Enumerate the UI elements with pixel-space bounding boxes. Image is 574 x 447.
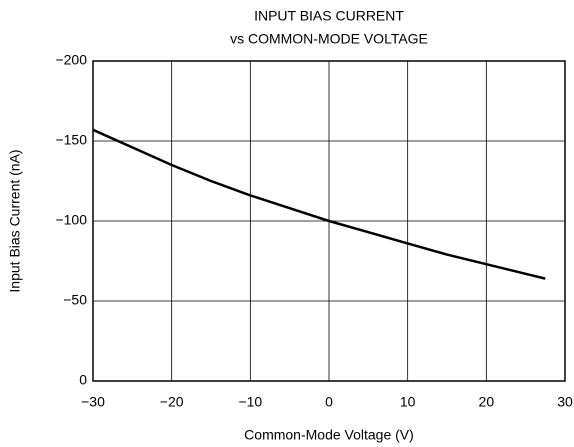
x-tick-label: 0 (325, 394, 333, 410)
y-tick-label: −200 (55, 52, 87, 68)
x-tick-label: −20 (160, 394, 184, 410)
y-tick-label: −150 (55, 132, 87, 148)
x-tick-label: 20 (479, 394, 495, 410)
x-tick-label: 30 (557, 394, 573, 410)
y-tick-label: 0 (79, 372, 87, 388)
y-tick-label: −50 (63, 292, 87, 308)
y-axis-label: Input Bias Current (nA) (7, 149, 23, 292)
x-axis-label: Common-Mode Voltage (V) (244, 427, 414, 443)
y-tick-label: −100 (55, 212, 87, 228)
x-tick-label: −10 (238, 394, 262, 410)
data-line (92, 128, 546, 280)
x-tick-label: −30 (81, 394, 105, 410)
chart-subtitle: vs COMMON-MODE VOLTAGE (230, 31, 428, 47)
chart-title: INPUT BIAS CURRENT (254, 8, 404, 24)
x-tick-label: 10 (400, 394, 416, 410)
plot-frame (92, 60, 566, 382)
